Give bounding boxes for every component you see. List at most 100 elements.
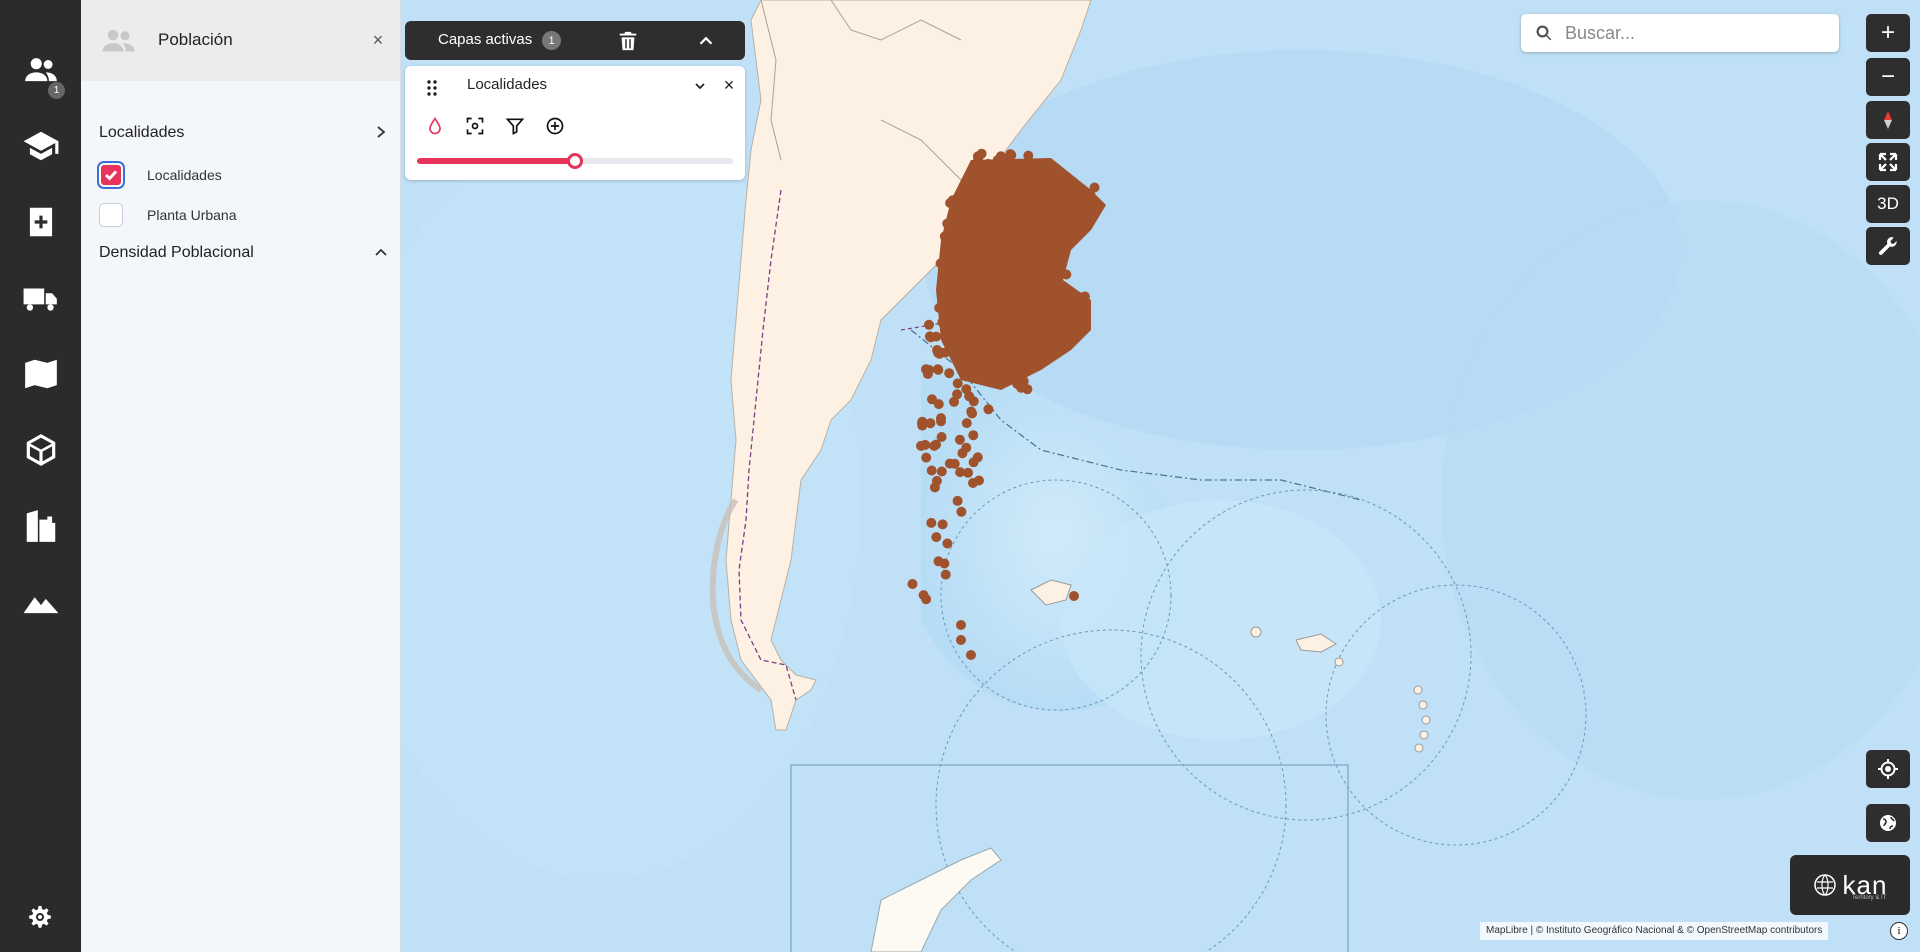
checkbox-localidades[interactable]	[99, 163, 123, 187]
locality-point[interactable]	[926, 465, 937, 476]
locality-point[interactable]	[926, 517, 937, 528]
locality-point[interactable]	[949, 396, 959, 407]
locality-point[interactable]	[967, 408, 978, 419]
basemap-button[interactable]	[1866, 804, 1910, 842]
zoom-in-button[interactable]: +	[1866, 14, 1910, 52]
compass-icon	[1884, 111, 1892, 129]
rail-item-education[interactable]	[0, 116, 81, 176]
locality-point[interactable]	[933, 556, 944, 567]
locality-point[interactable]	[936, 432, 947, 442]
filter-button[interactable]	[505, 116, 525, 136]
layer-toggle-planta-urbana[interactable]: Planta Urbana	[99, 203, 237, 227]
locality-point[interactable]	[916, 440, 926, 451]
locality-point[interactable]	[931, 331, 942, 342]
locality-point[interactable]	[968, 457, 979, 468]
zoom-out-button[interactable]: −	[1866, 58, 1910, 96]
section-label: Localidades	[99, 124, 185, 141]
delete-layers-button[interactable]	[617, 30, 639, 52]
locality-point[interactable]	[966, 650, 976, 660]
locality-point[interactable]	[940, 569, 951, 580]
locality-point[interactable]	[936, 466, 947, 477]
drag-handle-icon[interactable]	[425, 78, 439, 98]
chevron-up-icon	[373, 245, 389, 261]
layer-tools	[425, 116, 565, 136]
locality-point[interactable]	[952, 389, 963, 400]
locality-point[interactable]	[936, 413, 946, 424]
locality-point[interactable]	[954, 434, 965, 445]
locality-point[interactable]	[1089, 182, 1100, 193]
locality-point[interactable]	[934, 348, 945, 359]
locality-point[interactable]	[925, 418, 936, 429]
plus-circle-icon	[546, 117, 564, 135]
locality-point[interactable]	[983, 404, 994, 415]
locality-point[interactable]	[937, 519, 948, 530]
search-icon	[1535, 24, 1553, 42]
locality-point[interactable]	[927, 394, 937, 405]
locality-point[interactable]	[942, 538, 953, 549]
locality-point[interactable]	[952, 495, 963, 506]
expand-layer-button[interactable]	[692, 78, 708, 94]
locality-point[interactable]	[1069, 591, 1079, 601]
locality-point[interactable]	[968, 430, 979, 441]
opacity-slider-handle[interactable]	[567, 153, 583, 169]
locality-point[interactable]	[907, 579, 918, 589]
fullscreen-button[interactable]	[1866, 143, 1910, 181]
rail-item-transport[interactable]	[0, 268, 81, 328]
add-button[interactable]	[545, 116, 565, 136]
locality-point[interactable]	[964, 391, 975, 402]
panel-header: Población ×	[81, 0, 400, 81]
locality-point[interactable]	[963, 467, 973, 478]
locality-point[interactable]	[931, 439, 941, 450]
geolocate-button[interactable]	[1866, 750, 1910, 788]
locality-point[interactable]	[931, 532, 942, 543]
locality-point[interactable]	[1023, 150, 1034, 161]
tools-button[interactable]	[1866, 227, 1910, 265]
rail-item-box[interactable]	[0, 420, 81, 480]
locality-point[interactable]	[961, 418, 972, 429]
locality-point[interactable]	[957, 448, 968, 459]
rail-item-health[interactable]	[0, 192, 81, 252]
locality-point[interactable]	[929, 482, 940, 493]
info-button[interactable]: i	[1890, 922, 1908, 940]
panel-title: Población	[158, 30, 233, 49]
locality-point[interactable]	[921, 452, 932, 463]
search-input[interactable]	[1565, 14, 1825, 52]
globe-icon	[1880, 815, 1896, 831]
locality-point[interactable]	[956, 635, 966, 645]
locality-point[interactable]	[917, 418, 927, 429]
locality-point[interactable]	[955, 467, 966, 478]
locality-point[interactable]	[956, 620, 966, 630]
locality-point[interactable]	[932, 364, 943, 375]
section-densidad-poblacional[interactable]: Densidad Poblacional	[99, 244, 389, 262]
logo-text: kan	[1842, 869, 1888, 900]
health-icon	[29, 207, 52, 237]
rail-item-terrain[interactable]	[0, 572, 81, 632]
locality-point[interactable]	[949, 458, 960, 469]
locality-point[interactable]	[922, 369, 933, 379]
locality-point[interactable]	[924, 319, 934, 330]
locality-point[interactable]	[952, 378, 963, 389]
style-button[interactable]	[425, 116, 445, 136]
opacity-slider[interactable]	[417, 153, 733, 169]
remove-layer-button[interactable]: ×	[723, 75, 735, 95]
settings-button[interactable]	[28, 905, 52, 929]
chevron-down-icon	[695, 83, 705, 90]
rail-item-population[interactable]	[0, 40, 81, 100]
three-d-button[interactable]: 3D	[1866, 185, 1910, 223]
locality-point[interactable]	[944, 368, 955, 379]
panel-close-button[interactable]: ×	[372, 30, 384, 50]
locality-point[interactable]	[968, 478, 978, 488]
section-localidades[interactable]: Localidades	[99, 124, 389, 142]
rail-item-buildings[interactable]	[0, 496, 81, 556]
rail-badge: 1	[48, 82, 65, 99]
checkbox-label: Localidades	[147, 167, 222, 183]
filter-icon	[505, 118, 525, 135]
rail-item-map[interactable]	[0, 344, 81, 404]
collapse-layers-button[interactable]	[695, 30, 717, 52]
locality-point[interactable]	[918, 590, 929, 601]
zoom-to-layer-button[interactable]	[465, 116, 485, 136]
layer-toggle-localidades[interactable]: Localidades	[99, 163, 222, 187]
compass-button[interactable]	[1866, 101, 1910, 139]
locality-point[interactable]	[956, 506, 967, 517]
checkbox-planta-urbana[interactable]	[99, 203, 123, 227]
